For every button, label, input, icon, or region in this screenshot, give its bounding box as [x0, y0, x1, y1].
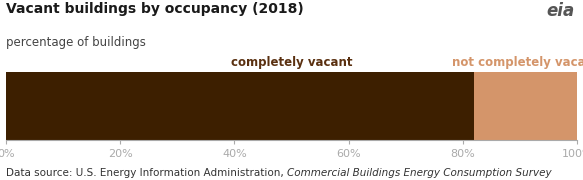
Text: not completely vacant: not completely vacant	[452, 56, 583, 69]
Text: Commercial Buildings Energy Consumption Survey: Commercial Buildings Energy Consumption …	[287, 168, 552, 178]
Text: Vacant buildings by occupancy (2018): Vacant buildings by occupancy (2018)	[6, 2, 304, 16]
Text: completely vacant: completely vacant	[231, 56, 352, 69]
Text: percentage of buildings: percentage of buildings	[6, 36, 146, 49]
Text: Data source: U.S. Energy Information Administration,: Data source: U.S. Energy Information Adm…	[6, 168, 287, 178]
Bar	[6, 72, 475, 140]
Bar	[475, 72, 577, 140]
Text: eia: eia	[546, 2, 574, 20]
